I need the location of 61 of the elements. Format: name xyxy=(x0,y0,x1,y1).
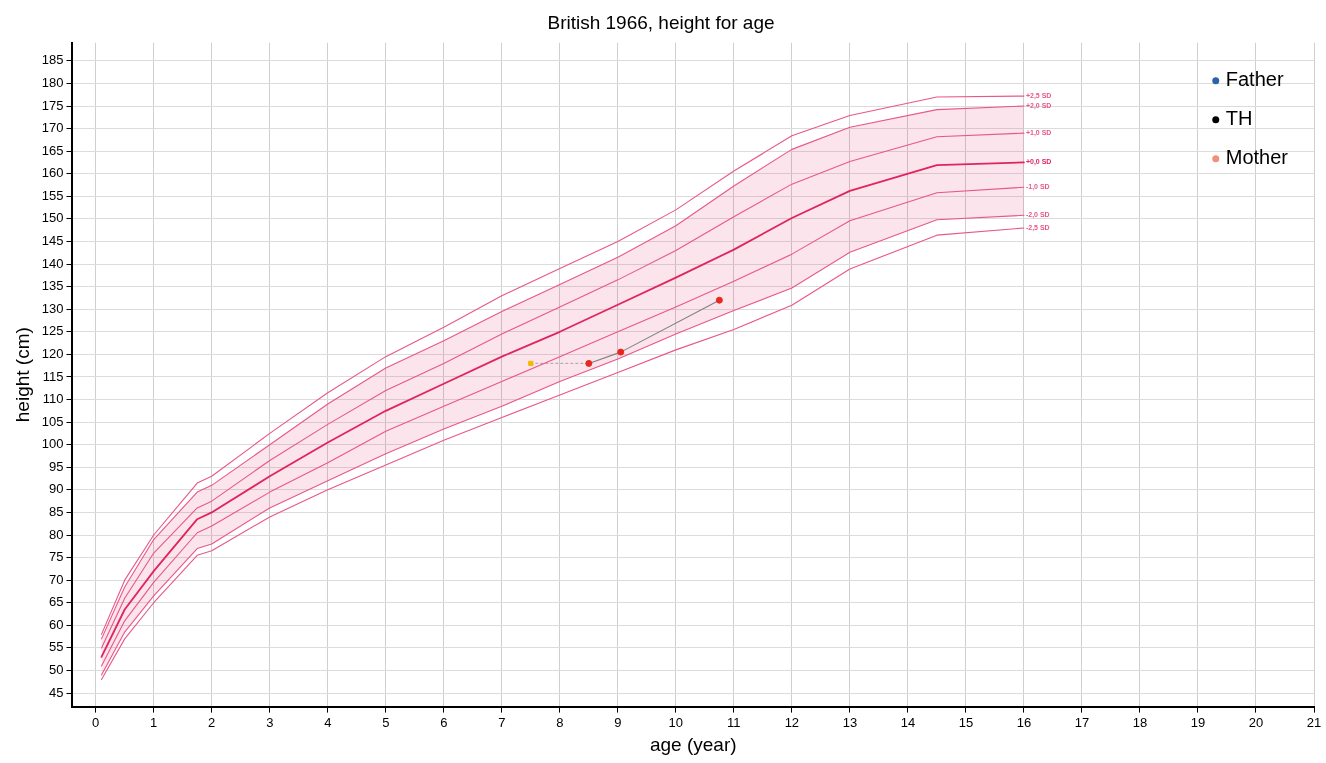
x-tick-label: 11 xyxy=(727,714,741,730)
y-tick-label: 60 xyxy=(49,616,64,632)
y-tick-label: 120 xyxy=(41,345,64,361)
y-tick-label: 150 xyxy=(41,210,64,226)
y-tick-label: 170 xyxy=(41,120,64,136)
y-tick-label: 180 xyxy=(41,75,64,91)
point xyxy=(528,360,534,367)
y-tick-label: 105 xyxy=(41,413,64,429)
point xyxy=(617,348,625,356)
x-tick-label: 2 xyxy=(208,714,216,730)
x-tick-label: 20 xyxy=(1248,714,1264,730)
x-tick-label: 9 xyxy=(614,714,622,730)
x-tick-label: 18 xyxy=(1132,714,1148,730)
x-tick-label: 0 xyxy=(92,714,100,730)
y-tick-label: 125 xyxy=(41,323,64,339)
y-axis-title: height (cm) xyxy=(11,327,33,423)
y-tick-label: 115 xyxy=(42,368,64,384)
y-tick-label: 165 xyxy=(41,142,64,158)
x-tick-label: 13 xyxy=(842,714,858,730)
x-tick-label: 10 xyxy=(668,714,684,730)
y-tick-label: 85 xyxy=(49,504,64,520)
x-tick-label: 4 xyxy=(324,714,332,730)
y-tick-label: 155 xyxy=(41,187,64,203)
point xyxy=(715,296,723,304)
x-tick-label: 6 xyxy=(440,714,448,730)
x-tick-label: 21 xyxy=(1306,714,1322,730)
y-tick-label: 75 xyxy=(49,549,64,565)
x-tick-label: 15 xyxy=(958,714,974,730)
y-tick-label: 135 xyxy=(41,278,64,294)
x-tick-label: 3 xyxy=(266,714,274,730)
y-tick-label: 45 xyxy=(49,684,64,700)
x-tick-label: 8 xyxy=(556,714,564,730)
y-tick-label: 90 xyxy=(49,481,64,497)
x-tick-label: 19 xyxy=(1190,714,1206,730)
y-tick-label: 140 xyxy=(41,255,64,271)
x-tick-label: 17 xyxy=(1074,714,1090,730)
y-tick-label: 95 xyxy=(49,458,64,474)
x-tick-label: 14 xyxy=(900,714,916,730)
x-tick-label: 7 xyxy=(498,714,506,730)
y-tick-label: 55 xyxy=(49,639,64,655)
y-tick-label: 145 xyxy=(41,233,64,249)
y-tick-label: 100 xyxy=(41,436,64,452)
y-tick-label: 80 xyxy=(49,526,64,542)
legend-label: Father xyxy=(1225,68,1284,91)
x-tick-label: 12 xyxy=(784,714,800,730)
x-axis-title: age (year) xyxy=(649,733,737,755)
y-tick-label: 175 xyxy=(41,97,64,113)
point xyxy=(585,359,593,367)
x-tick-label: 5 xyxy=(382,714,390,730)
x-tick-label: 1 xyxy=(150,714,158,730)
chart-title: British 1966, height for age xyxy=(547,11,775,33)
x-tick-label: 16 xyxy=(1016,714,1032,730)
y-tick-label: 160 xyxy=(41,165,64,181)
y-tick-label: 70 xyxy=(49,571,64,587)
y-tick-label: 50 xyxy=(49,662,64,678)
legend-label: TH xyxy=(1225,107,1253,130)
y-tick-label: 185 xyxy=(41,52,64,68)
y-tick-label: 130 xyxy=(41,300,64,316)
y-tick-label: 110 xyxy=(42,391,64,407)
legend-label: Mother xyxy=(1225,146,1289,169)
y-tick-label: 65 xyxy=(49,594,64,610)
